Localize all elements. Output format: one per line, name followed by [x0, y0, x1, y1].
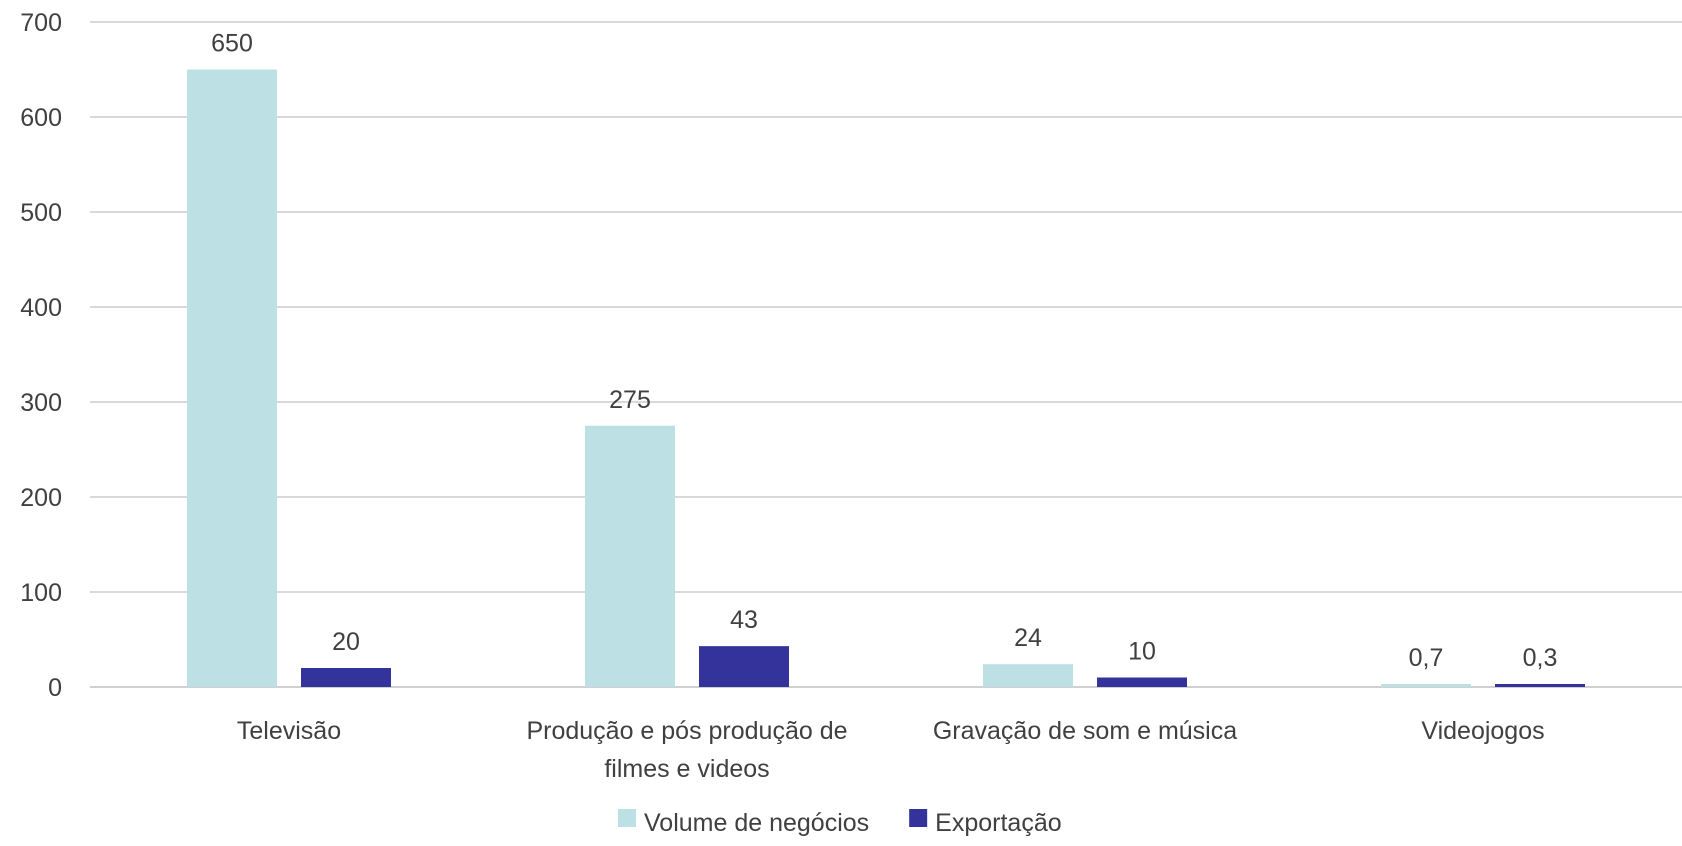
gridlines — [90, 21, 1682, 688]
x-category-label: Produção e pós produção de — [526, 717, 847, 745]
data-label: 275 — [609, 386, 651, 414]
x-category-label: Videojogos — [1421, 717, 1544, 745]
legend-swatch — [618, 809, 636, 827]
y-tick-label: 500 — [20, 199, 62, 227]
y-tick-label: 100 — [20, 579, 62, 607]
data-labels: 650 20 275 43 24 10 0,7 0,3 — [211, 30, 1557, 673]
data-label: 650 — [211, 30, 253, 58]
y-tick-label: 200 — [20, 484, 62, 512]
y-tick-label: 400 — [20, 294, 62, 322]
y-tick-label: 600 — [20, 104, 62, 132]
y-tick-label: 700 — [20, 9, 62, 37]
data-label: 10 — [1128, 638, 1156, 666]
x-axis-categories: Televisão Produção e pós produção de filme… — [237, 717, 1545, 783]
data-label: 43 — [730, 606, 758, 634]
legend-label: Exportação — [935, 809, 1061, 837]
bar — [699, 646, 789, 687]
data-label: 20 — [332, 628, 360, 656]
bars — [187, 69, 1585, 687]
data-label: 0,7 — [1409, 644, 1444, 672]
x-category-label: Televisão — [237, 717, 341, 745]
bar — [1381, 684, 1471, 687]
bar — [983, 664, 1073, 687]
data-label: 0,3 — [1523, 644, 1558, 672]
x-category-label: filmes e videos — [604, 755, 769, 783]
legend-swatch — [909, 809, 928, 827]
data-label: 24 — [1014, 624, 1042, 652]
bar — [585, 425, 675, 687]
y-tick-label: 300 — [20, 389, 62, 417]
bar — [301, 668, 391, 687]
y-axis-ticks: 0 100 200 300 400 500 600 700 — [20, 9, 62, 702]
legend-label: Volume de negócios — [644, 809, 869, 837]
bar — [1097, 677, 1187, 687]
bar — [187, 69, 277, 687]
legend: Volume de negócios Exportação — [618, 809, 1062, 837]
x-category-label: Gravação de som e música — [933, 717, 1237, 745]
y-tick-label: 0 — [48, 674, 62, 702]
bar — [1495, 684, 1585, 687]
